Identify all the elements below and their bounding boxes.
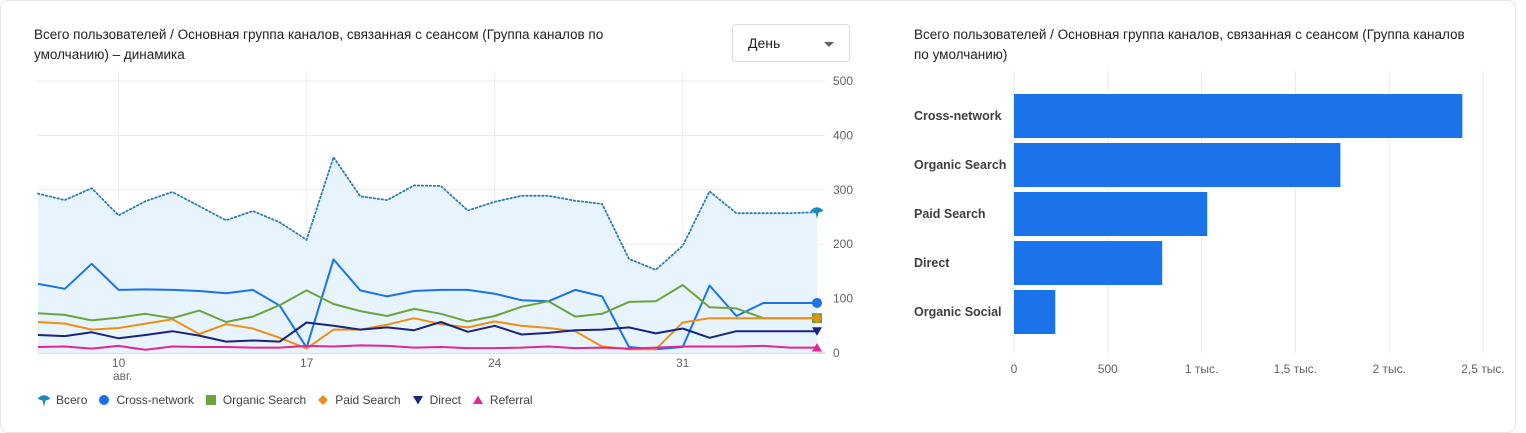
x-tick-label: 0 <box>1011 362 1018 376</box>
x-tick-label: 2 тыс. <box>1372 362 1405 376</box>
square-icon-shape <box>205 395 216 405</box>
x-tick-label: 10 <box>112 356 126 370</box>
diamond-icon <box>318 395 329 405</box>
bar-direct[interactable] <box>1014 241 1163 285</box>
bar-category-label: Direct <box>914 256 950 270</box>
bar-chart-title: Всего пользователей / Основная группа ка… <box>914 27 1465 62</box>
bar-organic-search[interactable] <box>1014 143 1341 187</box>
triangle-up-icon-shape <box>472 395 483 404</box>
series-line-referral[interactable] <box>37 344 817 351</box>
y-tick-label: 100 <box>833 292 853 306</box>
bar-chart: 0 500 1 тыс. 1,5 тыс. 2 тыс. 2,5 тыс. Cross-ne… <box>914 71 1505 376</box>
pin-icon-shape <box>37 395 51 407</box>
x-tick-label: 500 <box>1098 362 1118 376</box>
series-end-marker-direct <box>812 327 822 336</box>
legend-label: Paid Search <box>335 393 401 407</box>
y-tick-label: 200 <box>833 237 853 251</box>
x-tick-label: 1 тыс. <box>1185 362 1218 376</box>
legend-item-direct[interactable]: Direct <box>411 393 461 407</box>
legend-label: Cross-network <box>116 393 194 407</box>
triangle-up-icon <box>472 395 483 404</box>
diamond-icon-shape <box>318 395 329 405</box>
line-chart-legend: Всего Cross-network Organic Search Paid Sea… <box>37 393 543 407</box>
series-line-organic-search[interactable] <box>37 284 817 323</box>
series-end-marker-cross-network <box>812 297 822 308</box>
legend-item-organic-search[interactable]: Organic Search <box>204 393 306 407</box>
series-end-marker-paid-search <box>812 313 822 324</box>
series-line-cross-network[interactable] <box>37 258 817 351</box>
legend-label: Organic Search <box>222 393 307 407</box>
series-end-marker-referral <box>812 343 822 352</box>
legend-item-paid-search[interactable]: Paid Search <box>316 393 401 407</box>
triangle-down-icon <box>412 396 423 405</box>
legend-label: Referral <box>489 393 533 407</box>
legend-item-cross-network[interactable]: Cross-network <box>97 393 194 407</box>
x-tick-sublabel: авг. <box>113 369 132 383</box>
legend-item-referral[interactable]: Referral <box>471 393 533 407</box>
pin-icon <box>37 395 51 407</box>
series-line-total[interactable] <box>37 155 818 271</box>
square-icon <box>205 395 216 405</box>
series-line-paid-search[interactable] <box>37 317 817 351</box>
triangle-down-icon-shape <box>412 396 423 405</box>
legend-label: Direct <box>429 393 461 407</box>
bar-category-label: Organic Search <box>914 158 1006 172</box>
y-tick-label: 0 <box>833 346 840 360</box>
circle-icon-shape <box>99 395 110 405</box>
period-select-value: День <box>748 35 781 51</box>
period-select[interactable]: День <box>732 24 850 62</box>
bar-paid-search[interactable] <box>1014 192 1208 236</box>
bar-category-label: Cross-network <box>914 109 1002 123</box>
bar-cross-network[interactable] <box>1014 94 1463 138</box>
bar-category-label: Paid Search <box>914 207 986 221</box>
y-tick-label: 500 <box>833 74 853 88</box>
legend-item-всего[interactable]: Всего <box>37 393 87 407</box>
x-tick-label: 24 <box>488 356 502 370</box>
x-tick-label: 31 <box>676 356 690 370</box>
x-tick-label: 1,5 тыс. <box>1274 362 1317 376</box>
bar-organic-social[interactable] <box>1014 290 1056 334</box>
x-tick-label: 17 <box>300 356 314 370</box>
y-tick-label: 300 <box>833 183 853 197</box>
legend-label: Всего <box>56 393 88 407</box>
series-end-marker-всего <box>810 207 824 219</box>
bar-category-label: Organic Social <box>914 305 1002 319</box>
series-line-direct[interactable] <box>37 321 817 343</box>
circle-icon <box>99 395 110 405</box>
series-area-total <box>38 157 817 353</box>
chevron-down-icon <box>824 42 834 47</box>
line-chart-title: Всего пользователей / Основная группа ка… <box>34 27 604 62</box>
y-tick-label: 400 <box>833 128 853 142</box>
x-tick-label: 2,5 тыс. <box>1461 362 1504 376</box>
